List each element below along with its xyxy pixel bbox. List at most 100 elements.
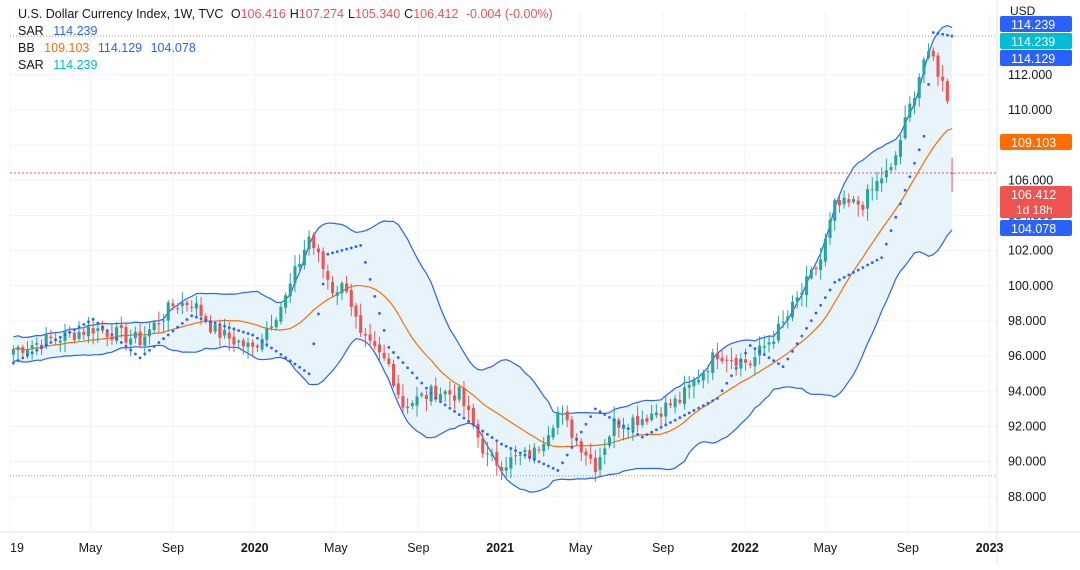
candle [77,321,81,341]
candle [668,398,672,409]
bollinger-basis [13,128,953,448]
x-tick-label: May [814,541,838,555]
sar-dot [711,399,715,403]
candle [415,386,419,417]
sar-dot [368,277,372,281]
ohlc-h: H107.274 [289,7,345,21]
sar-dot [791,349,794,353]
sar-dot [40,346,43,350]
sar-dot [903,188,907,192]
sar-dot [143,352,147,356]
sar-dot [49,341,53,344]
symbol-title[interactable]: U.S. Dollar Currency Index, 1W, TVC [18,7,224,21]
candle [814,266,818,276]
candle [330,276,335,298]
sar-dot [800,334,804,338]
sar-dot [354,245,358,249]
sar-dot [11,361,15,365]
candle [903,105,907,140]
candle [194,296,198,317]
candle [274,317,278,331]
indicator-sar-2[interactable]: SAR 114.239 [18,57,553,74]
candle [795,291,799,309]
candle [382,344,386,362]
candle [373,331,377,350]
candle [49,329,53,343]
candle [945,78,949,104]
sar-dot [730,374,733,378]
candle [387,352,391,367]
x-tick-label: May [569,541,593,555]
sar-dot [72,328,76,331]
sar-dot [321,282,325,286]
candle [251,339,255,356]
price-tag: 114.239 [1000,16,1072,32]
candle [499,461,504,481]
sar-dot [631,430,635,433]
sar-dot [96,321,100,325]
candle [913,91,917,115]
sar-dot [340,248,344,252]
candle [91,319,95,345]
candle [640,410,644,428]
candle [861,201,865,217]
candle [359,303,363,338]
candle [697,369,701,385]
candle [232,327,236,353]
sar-dot [82,322,86,326]
chart-legend: U.S. Dollar Currency Index, 1W, TVC O106… [18,6,553,74]
x-tick-label: Sep [897,541,919,555]
indicator-sar-1[interactable]: SAR 114.239 [18,23,553,40]
sar-dot [654,428,658,432]
candle [753,348,757,376]
sar-dot [767,356,771,360]
sar-dot [683,413,686,417]
y-tick-label: 92.000 [1008,419,1046,433]
sar-dot [927,83,931,86]
candle [514,445,518,465]
candle [523,447,527,459]
sar-dot [819,303,823,307]
sar-dot [298,365,302,369]
x-tick-label: May [324,541,348,555]
sar-dot [279,352,283,356]
sar-dot [241,330,245,334]
x-tick-label: 2021 [486,541,514,555]
sar-dot [500,442,503,446]
candle [894,151,898,171]
ohlc-c: C106.412 [404,7,459,21]
candle [208,315,213,334]
sar-dot [852,271,855,274]
candle [279,301,283,325]
candle [823,233,827,267]
sar-dot [805,326,808,330]
sar-dot [157,341,161,344]
candle [739,353,743,377]
x-tick-label: Sep [407,541,429,555]
candle [772,330,776,349]
sar-dot [199,317,203,321]
sar-dot [166,333,170,337]
sar-dot [213,321,217,325]
sar-dot [232,327,236,331]
candle [63,323,67,353]
indicator-value: 114.239 [53,58,98,72]
sar-dot [30,351,34,355]
indicator-label: BB [18,41,35,55]
sar-dot [579,430,583,434]
sar-dot [415,376,419,380]
y-tick-label: 98.000 [1008,314,1046,328]
indicator-bb[interactable]: BB 109.103 114.129 104.078 [18,40,553,57]
candle [537,446,541,454]
sar-dot [612,418,616,422]
candle [162,313,166,333]
sar-dot [589,415,593,418]
candle [138,323,142,349]
sar-dot [889,229,893,233]
sar-dot [931,31,935,34]
sar-dot [640,435,644,439]
candle [396,375,400,400]
sar-dot [875,258,879,262]
